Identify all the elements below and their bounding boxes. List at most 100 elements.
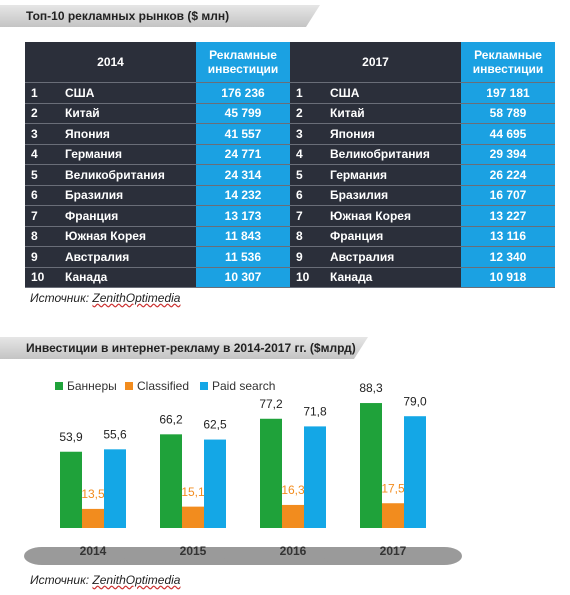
cell: 4 <box>290 144 324 165</box>
value-label: 17,5 <box>381 481 405 495</box>
row: 10 Канада 10 307 10 Канада 10 918 <box>25 267 555 288</box>
cell: 13 173 <box>196 205 290 227</box>
cell: Япония <box>324 123 461 145</box>
table-title: Топ-10 рекламных рынков ($ млн) <box>0 5 320 27</box>
bar <box>282 504 304 528</box>
bar <box>104 449 126 528</box>
source-prefix: Источник: <box>30 291 90 305</box>
cell: 1 <box>290 82 324 104</box>
header: Рекламные инвестиции <box>461 42 555 83</box>
source: Источник: ZenithOptimedia <box>30 573 180 587</box>
value-label: 13,5 <box>81 487 105 501</box>
row: 5 Великобритания 24 314 5 Германия 26 224 <box>25 164 555 186</box>
value-label: 71,8 <box>303 405 327 419</box>
bar <box>360 403 382 528</box>
header: Рекламные инвестиции <box>196 42 290 83</box>
x-tick-label: 2016 <box>280 544 307 558</box>
source-name: ZenithOptimedia <box>92 291 181 305</box>
cell: 12 340 <box>461 246 555 268</box>
table: 2014 Рекламные инвестиции 2017 Рекламные… <box>25 42 555 288</box>
cell: 16 707 <box>461 185 555 206</box>
cell: Франция <box>59 205 196 227</box>
cell: 9 <box>290 246 324 268</box>
value-label: 79,0 <box>403 394 427 408</box>
source-prefix: Источник: <box>30 573 90 587</box>
legend-label: Баннеры <box>67 379 117 393</box>
cell: Южная Корея <box>59 226 196 247</box>
cell: 176 236 <box>196 82 290 104</box>
row: 3 Япония 41 557 3 Япония 44 695 <box>25 123 555 145</box>
row: 1 США 176 236 1 США 197 181 <box>25 82 555 104</box>
value-label: 53,9 <box>59 430 83 444</box>
cell: 11 536 <box>196 246 290 268</box>
x-tick-label: 2017 <box>380 544 407 558</box>
cell: 9 <box>25 246 59 268</box>
cell: Великобритания <box>324 144 461 165</box>
cell: Бразилия <box>59 185 196 206</box>
cell: США <box>59 82 196 104</box>
row: 9 Австралия 11 536 9 Австралия 12 340 <box>25 246 555 268</box>
cell: 13 116 <box>461 226 555 247</box>
cell: Франция <box>324 226 461 247</box>
row: 7 Франция 13 173 7 Южная Корея 13 227 <box>25 205 555 227</box>
cell: 29 394 <box>461 144 555 165</box>
cell: 3 <box>25 123 59 145</box>
cell: США <box>324 82 461 104</box>
cell: 7 <box>25 205 59 227</box>
bar <box>204 439 226 528</box>
bar <box>60 451 82 528</box>
chart-title: Инвестиции в интернет-рекламу в 2014-201… <box>0 337 368 359</box>
cell: Китай <box>324 103 461 124</box>
value-label: 16,3 <box>281 483 305 497</box>
bar <box>82 508 104 528</box>
bar <box>260 418 282 528</box>
cell: Южная Корея <box>324 205 461 227</box>
cell: Канада <box>59 267 196 288</box>
cell: 13 227 <box>461 205 555 227</box>
cell: Австралия <box>59 246 196 268</box>
category-base <box>324 547 462 565</box>
cell: 5 <box>25 164 59 186</box>
cell: 10 918 <box>461 267 555 288</box>
cell: 24 771 <box>196 144 290 165</box>
header: 2014 <box>25 42 196 83</box>
cell: 6 <box>25 185 59 206</box>
cell: 197 181 <box>461 82 555 104</box>
cell: Германия <box>324 164 461 186</box>
legend-swatch <box>200 382 208 390</box>
row: 2 Китай 45 799 2 Китай 58 789 <box>25 103 555 124</box>
cell: 26 224 <box>461 164 555 186</box>
cell: 10 <box>25 267 59 288</box>
cell: 41 557 <box>196 123 290 145</box>
cell: 6 <box>290 185 324 206</box>
row: 8 Южная Корея 11 843 8 Франция 13 116 <box>25 226 555 247</box>
cell: Германия <box>59 144 196 165</box>
cell: 45 799 <box>196 103 290 124</box>
value-label: 62,5 <box>203 418 227 432</box>
row: 4 Германия 24 771 4 Великобритания 29 394 <box>25 144 555 165</box>
cell: Бразилия <box>324 185 461 206</box>
cell: Австралия <box>324 246 461 268</box>
cell: 7 <box>290 205 324 227</box>
cell: 14 232 <box>196 185 290 206</box>
cell: 8 <box>290 226 324 247</box>
cell: 10 <box>290 267 324 288</box>
bar <box>404 416 426 528</box>
value-label: 88,3 <box>359 381 383 395</box>
legend-swatch <box>55 382 63 390</box>
value-label: 55,6 <box>103 427 127 441</box>
cell: Япония <box>59 123 196 145</box>
cell: 8 <box>25 226 59 247</box>
row: 6 Бразилия 14 232 6 Бразилия 16 707 <box>25 185 555 206</box>
bar <box>382 503 404 528</box>
value-label: 15,1 <box>181 485 205 499</box>
cell: Китай <box>59 103 196 124</box>
cell: Великобритания <box>59 164 196 186</box>
bar <box>304 426 326 528</box>
cell: 58 789 <box>461 103 555 124</box>
cell: 11 843 <box>196 226 290 247</box>
value-label: 77,2 <box>259 397 283 411</box>
cell: 2 <box>25 103 59 124</box>
value-label: 66,2 <box>159 412 183 426</box>
